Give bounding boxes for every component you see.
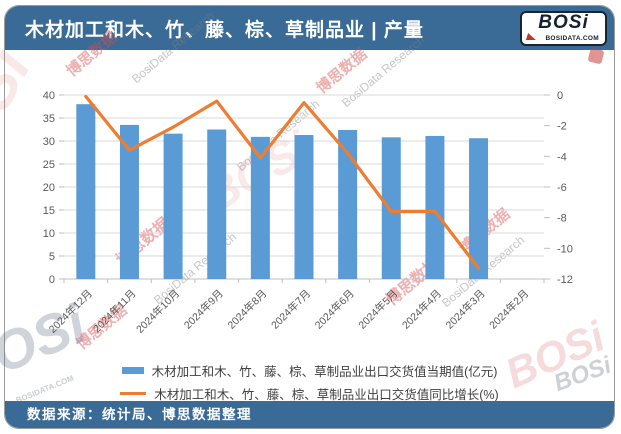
data-source-text: 数据来源：统计局、博思数据整理 xyxy=(27,407,252,422)
bosi-logo-wedge-icon xyxy=(525,32,539,40)
chart-card: 木材加工和木、竹、藤、棕、草制品业 | 产量 BOSi BOSIDATA.COM… xyxy=(4,5,615,429)
bosi-logo-text: BOSi xyxy=(538,11,589,33)
bosi-logo-domain: BOSIDATA.COM xyxy=(545,34,599,42)
line-legend-swatch xyxy=(120,391,147,396)
page-title: 木材加工和木、竹、藤、棕、草制品业 | 产量 xyxy=(25,19,424,41)
header-band: 木材加工和木、竹、藤、棕、草制品业 | 产量 BOSi BOSIDATA.COM xyxy=(5,6,614,50)
bosi-logo: BOSi BOSIDATA.COM xyxy=(520,10,607,46)
bar-legend-label: 木材加工和木、竹、藤、棕、草制品业出口交货值当期值(亿元) xyxy=(151,365,498,379)
footer-band: 数据来源：统计局、博思数据整理 xyxy=(5,401,614,428)
legend-item-line: 木材加工和木、竹、藤、棕、草制品业出口交货值同比增长(%) xyxy=(5,384,614,403)
legend-item-bar: 木材加工和木、竹、藤、棕、草制品业出口交货值当期值(亿元) xyxy=(5,361,614,380)
line-legend-label: 木材加工和木、竹、藤、棕、草制品业出口交货值同比增长(%) xyxy=(154,388,499,402)
bar-legend-swatch xyxy=(121,367,144,374)
